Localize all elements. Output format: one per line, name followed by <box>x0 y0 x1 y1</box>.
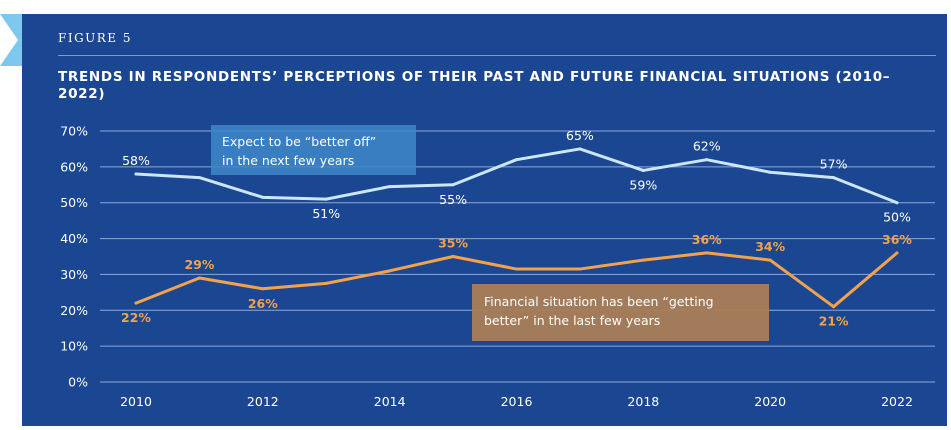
data-point <box>261 287 265 291</box>
chart-panel <box>22 14 947 426</box>
data-point <box>197 176 201 180</box>
x-tick-label: 2020 <box>754 394 786 409</box>
data-point <box>451 255 455 258</box>
data-point <box>451 183 455 187</box>
y-tick-label: 10% <box>60 339 88 354</box>
x-tick-label: 2016 <box>501 394 533 409</box>
data-point <box>578 147 582 151</box>
data-label: 35% <box>438 236 468 251</box>
y-tick-label: 40% <box>60 231 88 246</box>
data-point <box>324 197 328 201</box>
x-tick-label: 2018 <box>627 394 659 409</box>
chart-title: TRENDS IN RESPONDENTS’ PERCEPTIONS OF TH… <box>58 69 891 102</box>
callout-box-getting-better <box>472 284 769 341</box>
callout-box-better-off <box>211 125 416 175</box>
data-label: 59% <box>629 177 657 192</box>
data-label: 57% <box>820 157 848 172</box>
data-label: 22% <box>121 310 151 325</box>
data-point <box>705 251 709 255</box>
y-tick-label: 30% <box>60 267 88 282</box>
data-point <box>261 195 265 199</box>
data-point <box>134 172 138 176</box>
data-label: 50% <box>883 210 911 225</box>
data-point <box>515 267 518 271</box>
data-point <box>641 258 645 262</box>
data-point <box>388 269 392 273</box>
data-point <box>768 170 772 174</box>
data-label: 62% <box>693 139 721 154</box>
data-label: 58% <box>122 153 150 168</box>
x-tick-label: 2014 <box>374 394 406 409</box>
x-tick-label: 2012 <box>247 394 279 409</box>
data-point <box>197 276 201 280</box>
data-label: 29% <box>184 257 214 272</box>
data-label: 55% <box>439 192 467 207</box>
x-tick-label: 2010 <box>120 394 152 409</box>
figure-label: FIGURE 5 <box>58 31 133 45</box>
data-label: 26% <box>248 296 278 311</box>
data-point <box>134 301 138 305</box>
callout-text: in the next few years <box>222 153 354 168</box>
data-point <box>895 201 899 205</box>
data-point <box>768 258 772 262</box>
callout-text: better” in the last few years <box>484 313 660 328</box>
header-divider <box>58 55 936 56</box>
x-tick-label: 2022 <box>881 394 913 409</box>
data-point <box>324 281 328 285</box>
data-point <box>895 251 899 255</box>
y-tick-label: 0% <box>68 375 88 390</box>
data-point <box>388 185 392 189</box>
y-tick-label: 20% <box>60 303 88 318</box>
callout-text: Expect to be “better off” <box>222 134 376 149</box>
data-label: 21% <box>819 314 849 329</box>
y-tick-label: 60% <box>60 159 88 174</box>
y-tick-label: 50% <box>60 195 88 210</box>
data-point <box>641 168 645 172</box>
data-label: 34% <box>755 239 785 254</box>
data-label: 65% <box>566 128 594 143</box>
callout-text: Financial situation has been “getting <box>484 294 714 309</box>
data-point <box>705 158 709 162</box>
data-point <box>832 176 836 180</box>
data-label: 36% <box>692 232 722 247</box>
data-label: 36% <box>882 232 912 247</box>
data-point <box>578 267 582 271</box>
data-point <box>515 158 518 162</box>
data-label: 51% <box>312 206 340 221</box>
data-point <box>832 305 836 309</box>
y-tick-label: 70% <box>60 124 88 139</box>
